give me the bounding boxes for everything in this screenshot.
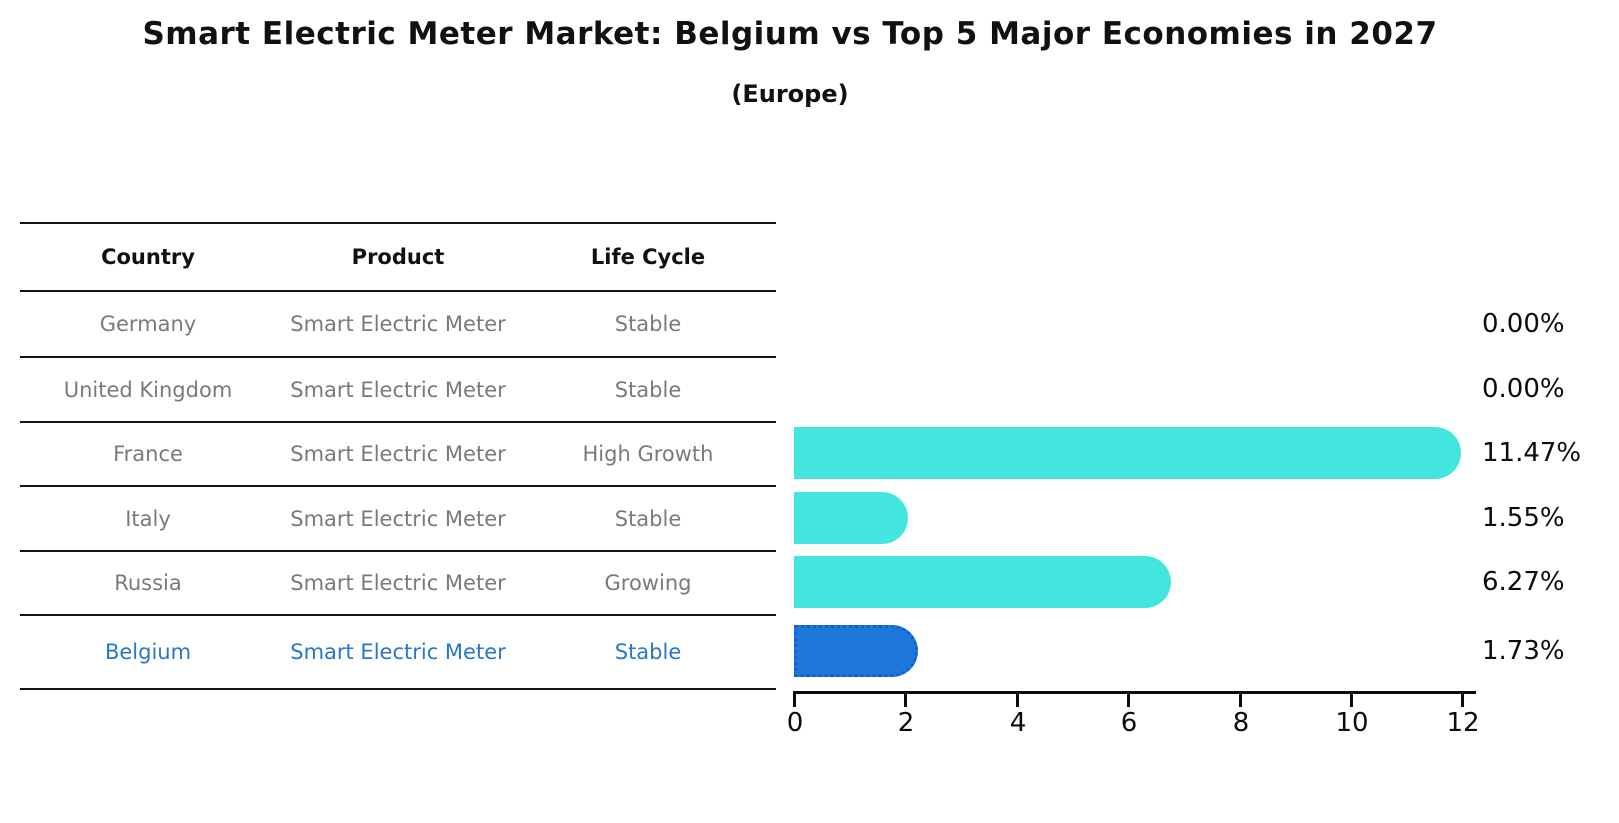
table-cell-country: France bbox=[113, 442, 183, 466]
table-row-russia: Russia Smart Electric Meter Growing bbox=[20, 552, 776, 616]
table-cell-product: Smart Electric Meter bbox=[290, 640, 506, 664]
x-axis-tick-label: 8 bbox=[1232, 708, 1250, 738]
x-axis-tick-label: 0 bbox=[786, 708, 804, 738]
bar-italy bbox=[794, 492, 909, 544]
table-cell-country: Belgium bbox=[104, 640, 192, 664]
bar-track-russia bbox=[794, 556, 1463, 608]
table-row-belgium: Belgium Smart Electric Meter Stable bbox=[20, 616, 776, 690]
x-axis-line bbox=[793, 691, 1476, 694]
x-axis-tick bbox=[793, 694, 796, 707]
table-cell-country: Italy bbox=[125, 506, 171, 531]
x-axis-tick-label: 4 bbox=[1009, 708, 1027, 738]
value-label-italy: 1.55% bbox=[1482, 503, 1565, 533]
table-cell-country: Germany bbox=[99, 312, 197, 336]
table-header-row: Country Product Life Cycle bbox=[20, 224, 776, 292]
bar-belgium bbox=[794, 625, 919, 677]
value-label-belgium: 1.73% bbox=[1482, 636, 1565, 666]
table-row-germany: Germany Smart Electric Meter Stable bbox=[20, 292, 776, 358]
table-cell-lifecycle: Stable bbox=[614, 506, 682, 531]
bar-france bbox=[794, 427, 1462, 479]
table-row-france: France Smart Electric Meter High Growth bbox=[20, 423, 776, 487]
x-axis-tick bbox=[904, 694, 907, 707]
table-header-lifecycle: Life Cycle bbox=[590, 245, 706, 269]
x-axis-tick bbox=[1127, 694, 1130, 707]
bar-track-united-kingdom bbox=[794, 363, 1463, 415]
comparison-table: Country Product Life Cycle Germany Smart… bbox=[20, 222, 776, 690]
bar-russia bbox=[794, 556, 1172, 608]
table-cell-lifecycle: Stable bbox=[614, 312, 682, 336]
value-label-france: 11.47% bbox=[1482, 438, 1582, 468]
table-cell-product: Smart Electric Meter bbox=[290, 506, 506, 531]
bar-track-france bbox=[794, 427, 1463, 479]
value-label-russia: 6.27% bbox=[1482, 567, 1565, 597]
bar-track-belgium bbox=[794, 625, 1463, 677]
x-axis-tick-label: 10 bbox=[1335, 708, 1369, 738]
table-cell-lifecycle: Stable bbox=[614, 640, 682, 664]
table-cell-product: Smart Electric Meter bbox=[290, 571, 506, 595]
x-axis-tick-label: 12 bbox=[1446, 708, 1480, 738]
value-label-germany: 0.00% bbox=[1482, 309, 1565, 339]
x-axis-tick bbox=[1239, 694, 1242, 707]
x-axis-tick bbox=[1350, 694, 1353, 707]
table-cell-lifecycle: Growing bbox=[604, 571, 692, 595]
x-axis-tick-label: 2 bbox=[897, 708, 915, 738]
value-label-united-kingdom: 0.00% bbox=[1482, 374, 1565, 404]
table-cell-country: Russia bbox=[114, 571, 182, 595]
table-cell-product: Smart Electric Meter bbox=[290, 442, 506, 466]
table-cell-country: United Kingdom bbox=[63, 377, 233, 402]
table-cell-lifecycle: Stable bbox=[614, 377, 682, 402]
table-cell-lifecycle: High Growth bbox=[582, 442, 714, 466]
x-axis-tick bbox=[1016, 694, 1019, 707]
table-header-country: Country bbox=[101, 245, 195, 269]
table-header-product: Product bbox=[351, 245, 445, 269]
bar-track-germany bbox=[794, 298, 1463, 350]
table-cell-product: Smart Electric Meter bbox=[290, 312, 506, 336]
x-axis-tick bbox=[1461, 694, 1464, 707]
table-row-italy: Italy Smart Electric Meter Stable bbox=[20, 487, 776, 552]
table-cell-product: Smart Electric Meter bbox=[290, 377, 506, 402]
x-axis-tick-label: 6 bbox=[1120, 708, 1138, 738]
bar-track-italy bbox=[794, 492, 1463, 544]
table-row-united-kingdom: United Kingdom Smart Electric Meter Stab… bbox=[20, 358, 776, 423]
chart-title: Smart Electric Meter Market: Belgium vs … bbox=[142, 16, 1438, 52]
chart-subtitle: (Europe) bbox=[731, 80, 849, 108]
